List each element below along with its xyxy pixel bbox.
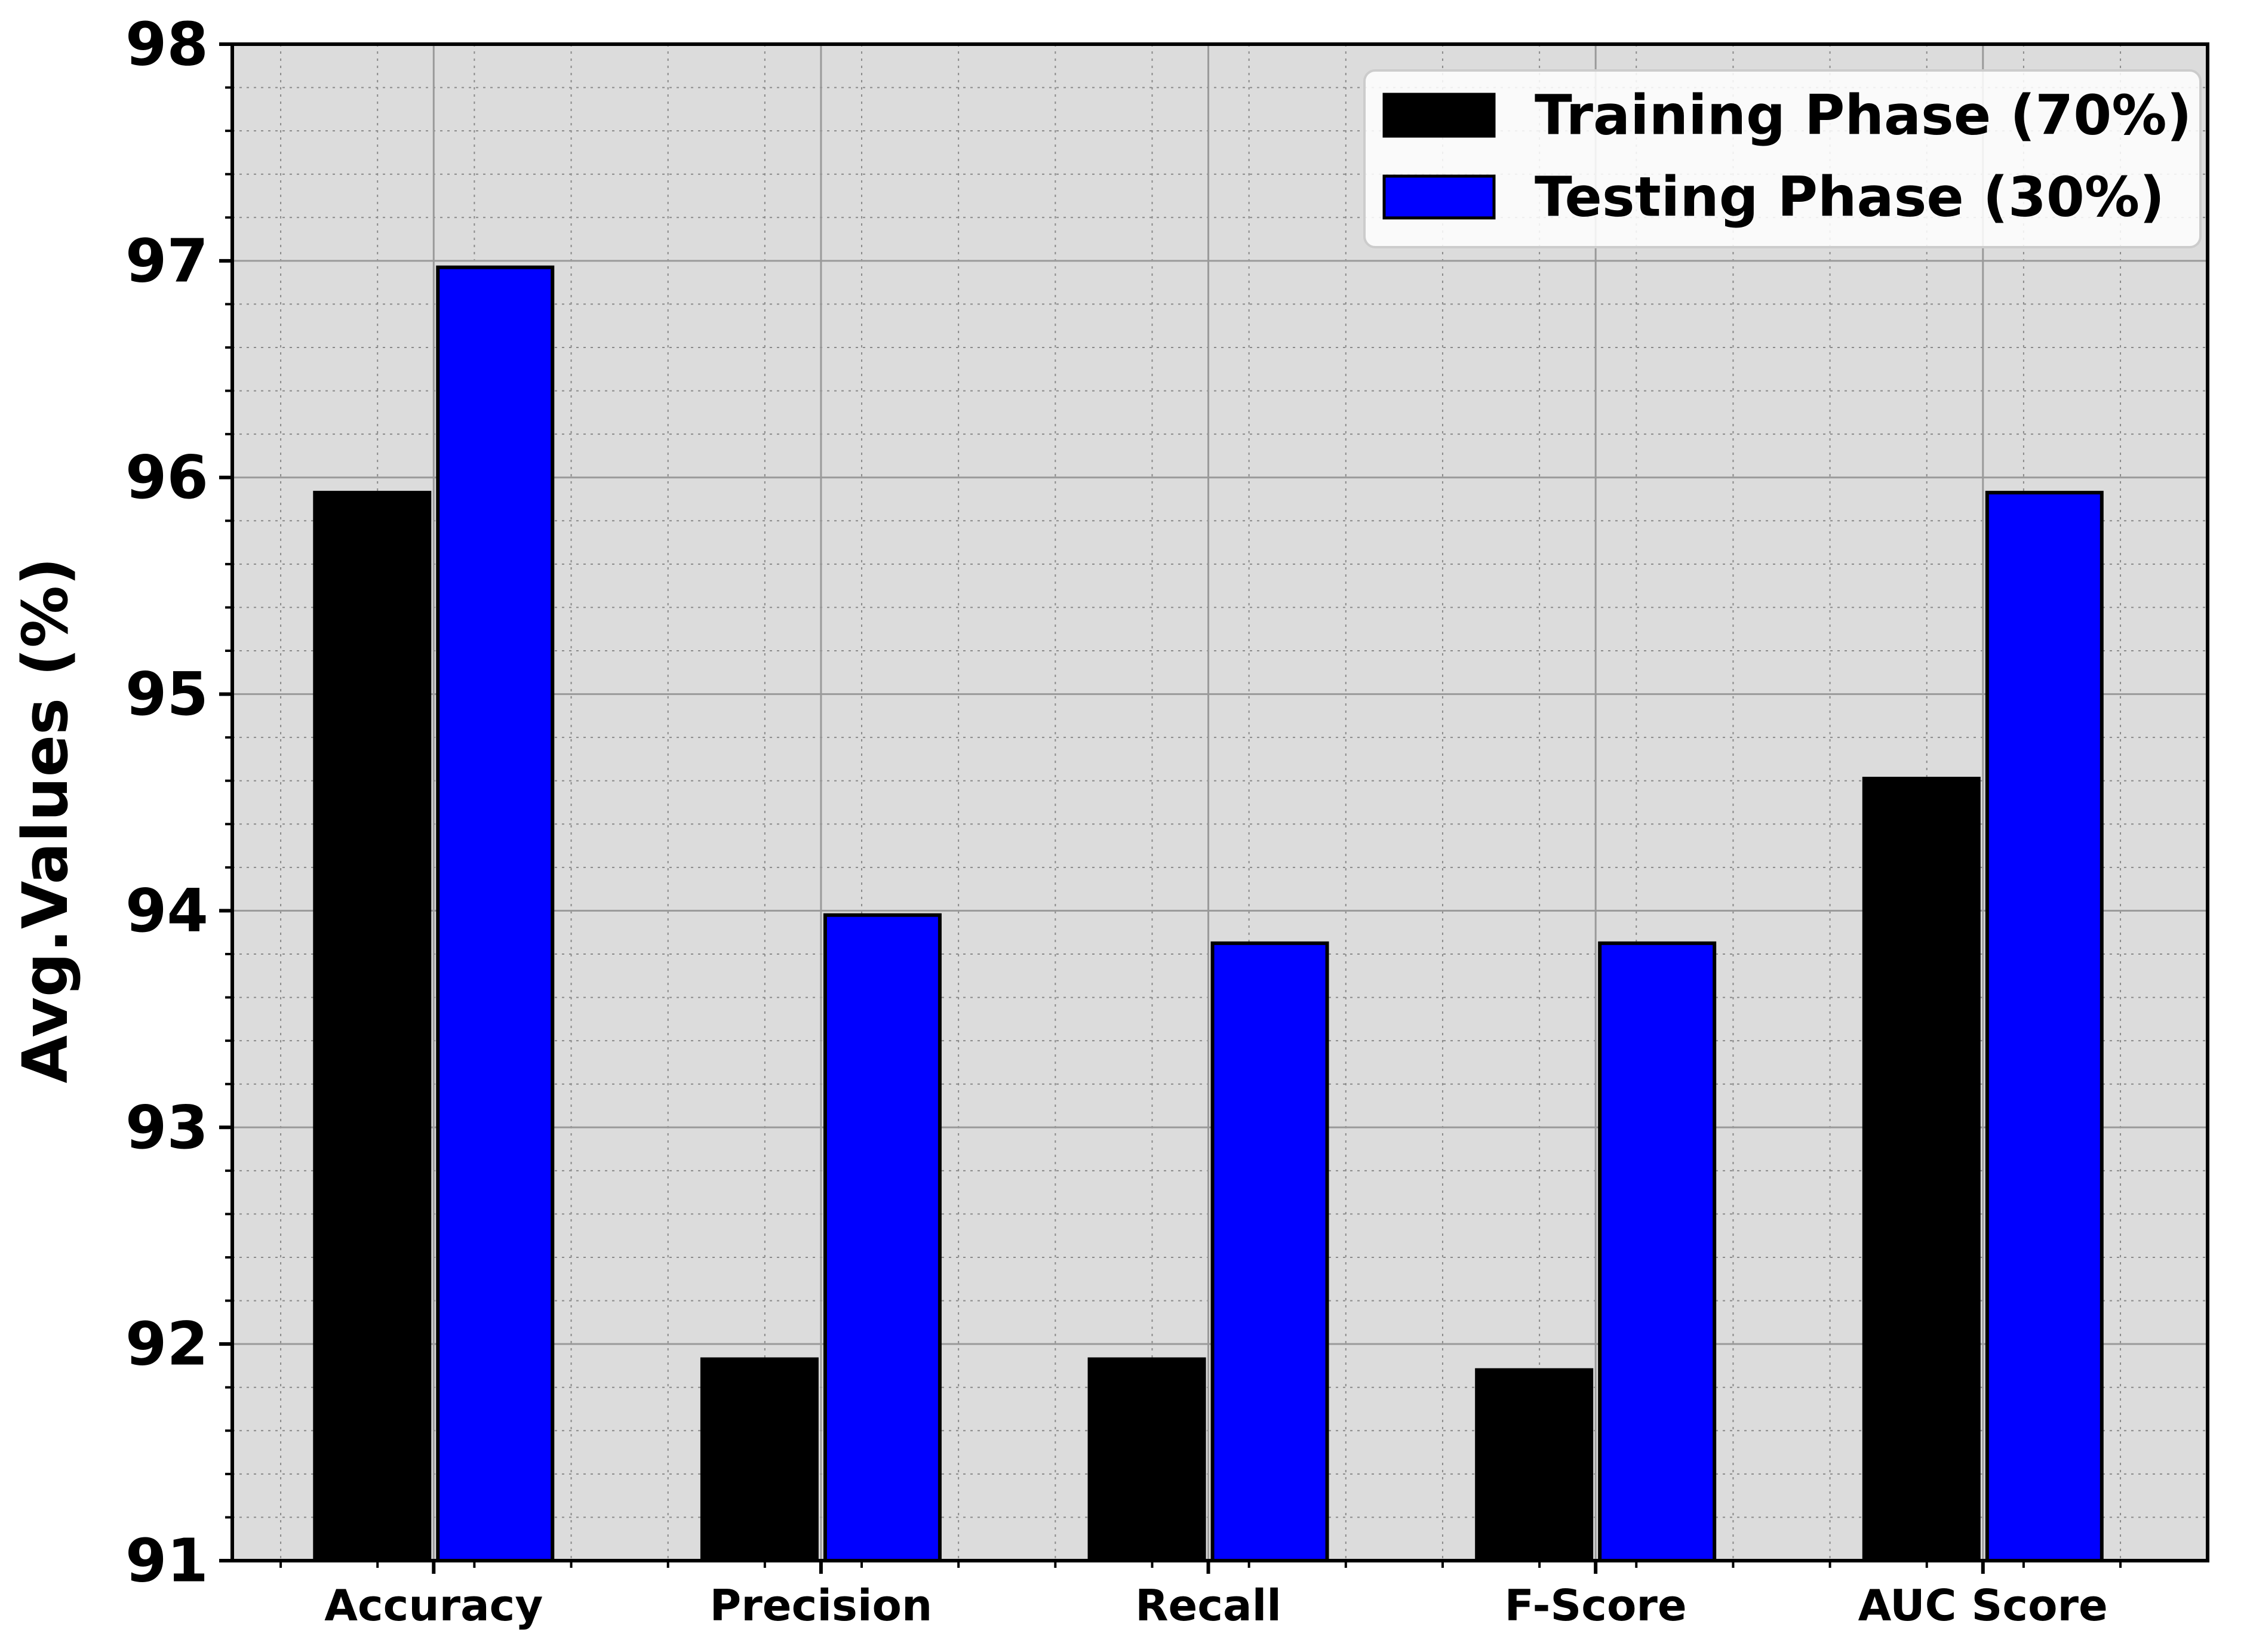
bar-training-auc-score <box>1862 777 1981 1562</box>
x-tick-label: Precision <box>710 1580 933 1631</box>
bars <box>313 265 2104 1563</box>
bar-training-precision <box>700 1357 819 1563</box>
y-tick-label: 98 <box>125 10 208 79</box>
y-tick-label: 97 <box>125 226 208 296</box>
legend-label-training: Training Phase (70%) <box>1535 84 2192 147</box>
x-axis: Accuracy Precision Recall F-Score AUC Score <box>279 1561 2122 1631</box>
legend: Training Phase (70%) Testing Phase (30%) <box>1363 69 2202 248</box>
bar-testing-f-score <box>1598 941 1717 1562</box>
legend-label-testing: Testing Phase (30%) <box>1535 165 2165 229</box>
x-tick-label: AUC Score <box>1858 1580 2108 1631</box>
bar-training-f-score <box>1475 1368 1594 1563</box>
x-tick-label: F-Score <box>1505 1580 1687 1631</box>
bar-testing-accuracy <box>436 265 555 1562</box>
bar-training-recall <box>1087 1357 1206 1563</box>
y-tick-label: 91 <box>125 1526 208 1596</box>
legend-swatch-training <box>1382 93 1496 138</box>
x-tick-label: Recall <box>1135 1580 1281 1631</box>
y-axis: 91 92 93 94 95 96 97 98 <box>125 10 232 1596</box>
bar-testing-precision <box>823 913 942 1562</box>
bar-training-accuracy <box>313 491 432 1562</box>
legend-box <box>1363 69 2202 248</box>
y-tick-label: 93 <box>125 1093 208 1162</box>
bar-testing-recall <box>1210 941 1329 1562</box>
plot-frame <box>230 42 2209 1562</box>
y-tick-label: 95 <box>125 659 208 729</box>
legend-swatch-testing <box>1382 174 1496 220</box>
y-axis-title: Avg.Values (%) <box>9 557 82 1083</box>
bar-testing-auc-score <box>1985 491 2104 1562</box>
y-tick-label: 96 <box>125 442 208 512</box>
y-tick-label: 92 <box>125 1309 208 1379</box>
y-tick-label: 94 <box>125 876 208 946</box>
minor-grid <box>232 44 2208 1561</box>
x-tick-label: Accuracy <box>324 1580 543 1631</box>
